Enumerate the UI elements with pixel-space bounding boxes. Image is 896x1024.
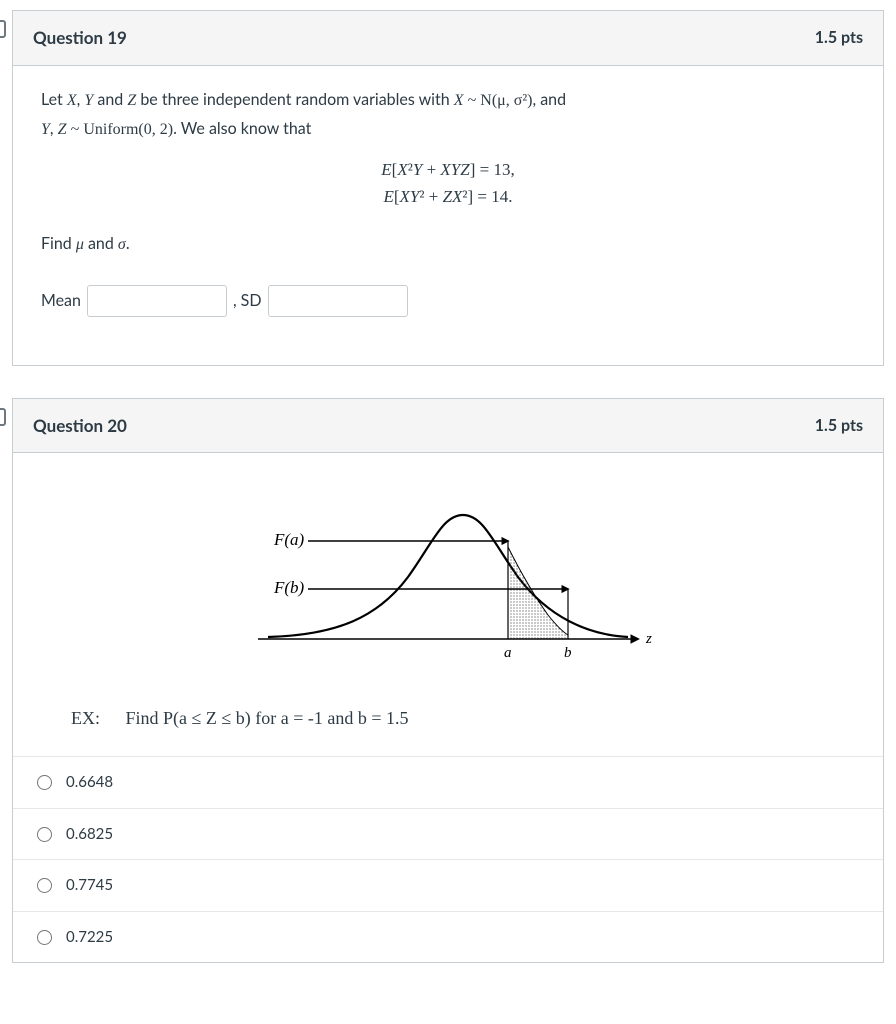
- choice-label: 0.7745: [66, 874, 113, 897]
- question-points: 1.5 pts: [815, 414, 863, 438]
- question-header: Question 20 1.5 pts: [13, 399, 883, 454]
- sd-input[interactable]: [268, 285, 408, 317]
- answer-choice[interactable]: 0.7745: [13, 859, 883, 911]
- svg-text:F(a): F(a): [273, 530, 305, 549]
- question-title: Question 19: [33, 25, 127, 51]
- example-line: EX: Find P(a ≤ Z ≤ b) for a = -1 and b =…: [41, 705, 855, 732]
- answer-choice[interactable]: 0.7225: [13, 911, 883, 963]
- question-points: 1.5 pts: [815, 26, 863, 50]
- answer-inputs-row: Mean , SD: [41, 285, 855, 317]
- radio-input[interactable]: [37, 878, 52, 893]
- svg-text:z: z: [645, 631, 652, 647]
- ex-text: Find P(a ≤ Z ≤ b) for a = -1 and b = 1.5: [126, 708, 409, 728]
- diagram-wrap: F(a) F(b) a b z: [41, 487, 855, 677]
- svg-text:F(b): F(b): [273, 578, 305, 597]
- question-body: Let X, Y and Z be three independent rand…: [13, 66, 883, 365]
- choice-label: 0.7225: [66, 926, 113, 949]
- answer-choices: 0.6648 0.6825 0.7745 0.7225: [13, 756, 883, 962]
- choice-label: 0.6648: [66, 771, 113, 794]
- equation-1: E[X²Y + XYZ] = 13,: [41, 156, 855, 183]
- svg-text:a: a: [504, 645, 512, 661]
- find-line: Find μ and σ.: [41, 232, 855, 257]
- equation-2: E[XY² + ZX²] = 14.: [41, 183, 855, 210]
- bookmark-icon: [0, 407, 7, 431]
- bookmark-icon: [0, 19, 7, 43]
- question-title: Question 20: [33, 413, 127, 439]
- choice-label: 0.6825: [66, 823, 113, 846]
- mean-label: Mean: [41, 289, 81, 313]
- radio-input[interactable]: [37, 827, 52, 842]
- question-header: Question 19 1.5 pts: [13, 11, 883, 66]
- sd-label: , SD: [233, 289, 262, 313]
- radio-input[interactable]: [37, 930, 52, 945]
- equation-block: E[X²Y + XYZ] = 13, E[XY² + ZX²] = 14.: [41, 156, 855, 210]
- question-card-19: Question 19 1.5 pts Let X, Y and Z be th…: [12, 10, 884, 366]
- normal-curve-diagram: F(a) F(b) a b z: [228, 487, 668, 677]
- radio-input[interactable]: [37, 775, 52, 790]
- answer-choice[interactable]: 0.6825: [13, 808, 883, 860]
- answer-choice[interactable]: 0.6648: [13, 756, 883, 808]
- prompt-line-2: Y, Z ~ Uniform(0, 2). We also know that: [41, 117, 855, 142]
- svg-text:b: b: [564, 645, 572, 661]
- mean-input[interactable]: [87, 285, 227, 317]
- question-card-20: Question 20 1.5 pts: [12, 398, 884, 964]
- prompt-line-1: Let X, Y and Z be three independent rand…: [41, 88, 855, 113]
- question-body: F(a) F(b) a b z EX: Find P(a ≤ Z ≤ b) fo…: [13, 453, 883, 962]
- ex-label: EX:: [71, 705, 121, 732]
